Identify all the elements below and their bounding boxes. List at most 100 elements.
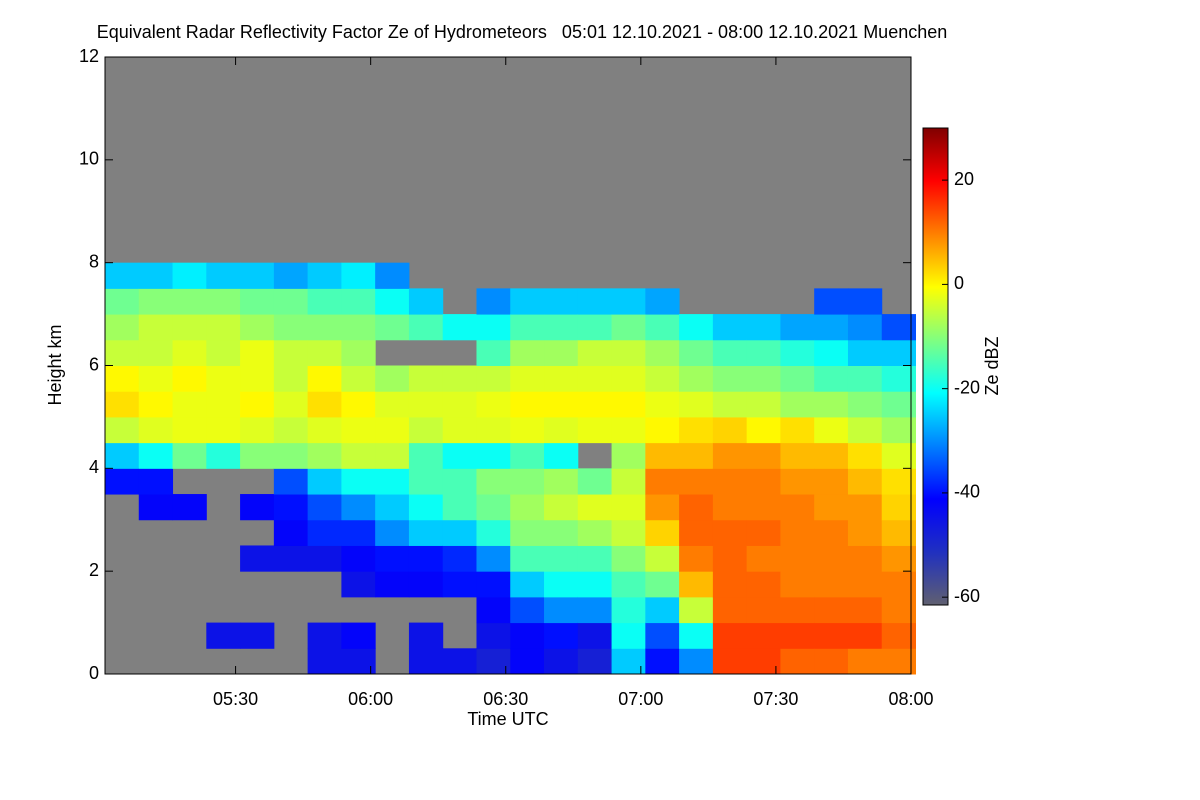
heatmap-cell — [645, 391, 680, 418]
heatmap-cell — [645, 416, 680, 444]
heatmap-cell — [442, 416, 477, 444]
heatmap-cell — [408, 519, 444, 546]
heatmap-cell — [679, 468, 714, 495]
heatmap-cell — [307, 339, 342, 366]
heatmap-cell — [138, 494, 174, 521]
heatmap-cell — [172, 314, 207, 341]
heatmap-cell — [577, 648, 613, 675]
heatmap-cell — [611, 648, 646, 675]
heatmap-cell — [375, 288, 410, 315]
heatmap-cell — [273, 262, 309, 289]
heatmap-cell — [847, 416, 883, 444]
y-tick-label: 2 — [89, 560, 99, 580]
heatmap-cell — [847, 571, 883, 598]
heatmap-cell — [577, 391, 613, 418]
heatmap-cell — [240, 545, 275, 572]
heatmap-cell — [341, 262, 376, 289]
heatmap-cell — [544, 622, 579, 649]
heatmap-cell — [442, 545, 477, 572]
heatmap-cell — [577, 622, 613, 649]
heatmap-cell — [712, 365, 748, 392]
heatmap-cell — [206, 339, 241, 366]
heatmap-cell — [847, 314, 883, 341]
heatmap-cell — [240, 494, 275, 521]
heatmap-cell — [105, 262, 140, 289]
heatmap-cell — [679, 571, 714, 598]
heatmap-cell — [712, 416, 748, 444]
heatmap-cell — [240, 391, 275, 418]
heatmap-cell — [510, 416, 545, 444]
heatmap-cell — [206, 442, 241, 469]
x-tick-label: 07:00 — [618, 689, 663, 709]
x-tick-label: 07:30 — [753, 689, 798, 709]
heatmap-cell — [510, 391, 545, 418]
heatmap-cell — [510, 571, 545, 598]
heatmap-cell — [476, 648, 511, 675]
heatmap-cell — [645, 648, 680, 675]
x-tick-label: 06:30 — [483, 689, 528, 709]
heatmap-cell — [611, 442, 646, 469]
heatmap-cell — [341, 288, 376, 315]
heatmap-cell — [712, 468, 748, 495]
heatmap-cell — [814, 494, 849, 521]
heatmap-cell — [510, 339, 545, 366]
y-tick-label: 8 — [89, 251, 99, 271]
heatmap-cell — [746, 365, 781, 392]
heatmap-cell — [307, 262, 342, 289]
heatmap-cell — [611, 314, 646, 341]
heatmap-cell — [375, 442, 410, 469]
heatmap-cell — [172, 442, 207, 469]
heatmap-cell — [476, 339, 511, 366]
heatmap-cell — [577, 494, 613, 521]
heatmap-cell — [814, 416, 849, 444]
heatmap-cell — [510, 494, 545, 521]
heatmap-cell — [172, 288, 207, 315]
heatmap-cell — [273, 314, 309, 341]
heatmap-cell — [645, 545, 680, 572]
heatmap-cell — [138, 391, 174, 418]
heatmap-cell — [712, 648, 748, 675]
heatmap-cell — [814, 571, 849, 598]
heatmap-cell — [881, 339, 917, 366]
heatmap-cell — [679, 596, 714, 624]
heatmap-cell — [172, 391, 207, 418]
heatmap-cell — [476, 494, 511, 521]
heatmap-cell — [105, 288, 140, 315]
heatmap-cell — [544, 596, 579, 624]
heatmap-cell — [847, 596, 883, 624]
heatmap-cell — [273, 365, 309, 392]
heatmap-cell — [746, 314, 781, 341]
heatmap-cell — [408, 545, 444, 572]
heatmap-cell — [881, 622, 917, 649]
heatmap-cell — [375, 262, 410, 289]
heatmap-cell — [780, 416, 815, 444]
heatmap-cell — [341, 519, 376, 546]
heatmap-cell — [273, 519, 309, 546]
heatmap-cell — [712, 339, 748, 366]
heatmap-cell — [814, 648, 849, 675]
heatmap-cell — [105, 391, 140, 418]
heatmap-cell — [645, 288, 680, 315]
heatmap-cell — [273, 468, 309, 495]
heatmap-cell — [206, 391, 241, 418]
heatmap-cell — [881, 494, 917, 521]
heatmap-cell — [712, 596, 748, 624]
heatmap-cell — [172, 494, 207, 521]
heatmap-cell — [814, 596, 849, 624]
heatmap-cell — [375, 391, 410, 418]
heatmap-cell — [814, 339, 849, 366]
heatmap-cell — [172, 339, 207, 366]
heatmap-cell — [138, 339, 174, 366]
heatmap-cell — [442, 648, 477, 675]
heatmap-cell — [544, 339, 579, 366]
heatmap-cell — [847, 545, 883, 572]
heatmap-cell — [881, 416, 917, 444]
heatmap-cell — [611, 288, 646, 315]
heatmap-cell — [814, 442, 849, 469]
heatmap-cell — [746, 519, 781, 546]
heatmap-cell — [510, 365, 545, 392]
heatmap-cell — [408, 391, 444, 418]
heatmap-cell — [544, 648, 579, 675]
heatmap-cell — [408, 365, 444, 392]
heatmap-cell — [307, 416, 342, 444]
